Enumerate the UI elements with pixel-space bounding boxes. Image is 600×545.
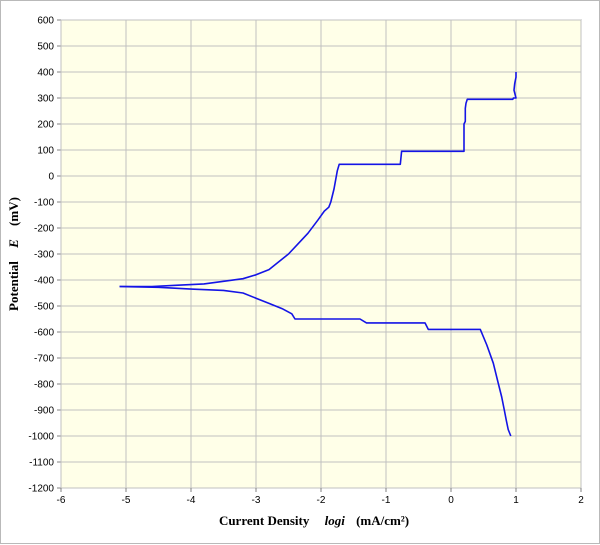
y-tick-label: -1000 (28, 432, 54, 443)
x-tick-label: -5 (122, 495, 131, 506)
x-tick-label: 2 (578, 495, 584, 506)
y-tick-label: -600 (34, 328, 54, 339)
x-axis-title-prefix: Current Density (219, 513, 310, 528)
x-tick-label: 0 (448, 495, 454, 506)
x-axis-title-unit: (mA/cm²) (356, 513, 409, 528)
y-tick-label: -1100 (29, 458, 54, 469)
y-tick-label: -1200 (28, 484, 54, 495)
y-tick-label: -700 (34, 354, 54, 365)
y-tick-label: -100 (34, 198, 54, 209)
y-axis-title: Potential E (mV) (6, 197, 21, 311)
x-tick-labels: -6 -5 -4 -3 -2 -1 0 1 2 (57, 495, 585, 506)
y-axis-title-prefix: Potential (6, 261, 21, 311)
y-tick-label: 100 (37, 146, 54, 157)
x-tick-label: -2 (317, 495, 326, 506)
x-tick-label: -3 (252, 495, 261, 506)
y-tick-label: -500 (34, 302, 54, 313)
y-tick-label: -200 (34, 224, 54, 235)
y-tick-label: -300 (34, 250, 54, 261)
series-group (119, 72, 517, 437)
y-tick-label: -800 (34, 380, 54, 391)
y-axis-title-var: E (6, 239, 21, 249)
y-tick-label: -900 (34, 406, 54, 417)
y-tick-label: -400 (34, 276, 54, 287)
x-tick-label: -4 (187, 495, 196, 506)
y-tick-label: 200 (37, 120, 54, 131)
x-tick-label: -1 (382, 495, 391, 506)
y-axis-title-unit: (mV) (6, 197, 21, 226)
y-tick-labels: 600 500 400 300 200 100 0 -100 -200 -300 -400 -500 -… (28, 16, 54, 495)
cathodic-branch-line (119, 285, 512, 437)
gridlines (57, 19, 582, 492)
y-tick-label: 600 (37, 16, 54, 27)
y-tick-label: 500 (37, 42, 54, 53)
x-axis-title: Current Density logi (mA/cm²) (219, 513, 409, 528)
x-tick-label: -6 (57, 495, 66, 506)
y-tick-label: 300 (37, 94, 54, 105)
x-axis-title-var: logi (325, 513, 346, 528)
y-tick-label: 0 (48, 172, 54, 183)
anodic-branch-line (119, 72, 517, 288)
x-tick-label: 1 (513, 495, 519, 506)
y-tick-label: 400 (37, 68, 54, 79)
